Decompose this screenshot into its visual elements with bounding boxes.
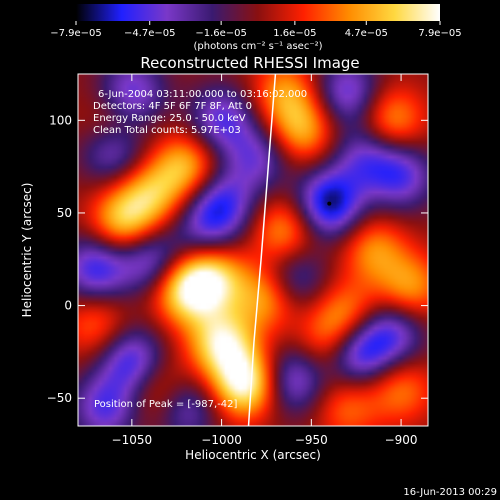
x-tick-label: −950: [295, 433, 328, 447]
colorbar-tick-label: −7.9e−05: [50, 28, 102, 39]
y-axis-label: Heliocentric Y (arcsec): [20, 183, 34, 318]
solar-limb-line: [247, 74, 277, 426]
peak-position-label: Position of Peak = [-987,-42]: [94, 399, 238, 410]
plot-frame: [77, 73, 429, 427]
x-axis-label: Heliocentric X (arcsec): [185, 448, 321, 462]
y-tick-label: −50: [47, 391, 72, 405]
colorbar-tick-label: 1.6e−05: [273, 28, 316, 39]
peak-marker: [327, 201, 332, 206]
info-line-detectors: Detectors: 4F 5F 6F 7F 8F, Att 0: [93, 101, 252, 112]
y-tick-label: 50: [57, 206, 72, 220]
colorbar-tick-label: 7.9e−05: [418, 28, 461, 39]
y-tick-label: 100: [49, 113, 72, 127]
info-line-time-range: 6-Jun-2004 03:11:00.000 to 03:16:02.000: [98, 89, 307, 100]
x-tick-label: −900: [385, 433, 418, 447]
colorbar-tick-label: −1.6e−05: [195, 28, 247, 39]
colorbar-tick-label: 4.7e−05: [345, 28, 388, 39]
x-tick-label: −1050: [112, 433, 153, 447]
colorbar-unit-label: (photons cm⁻² s⁻¹ asec⁻²): [193, 41, 322, 52]
colorbar: [76, 4, 440, 21]
y-tick-label: 0: [64, 299, 72, 313]
colorbar-tick-label: −4.7e−05: [124, 28, 176, 39]
chart-title: Reconstructed RHESSI Image: [140, 54, 359, 72]
info-line-energy-range: Energy Range: 25.0 - 50.0 keV: [93, 113, 246, 124]
info-line-counts: Clean Total counts: 5.97E+03: [93, 125, 241, 136]
x-tick-label: −1000: [201, 433, 242, 447]
footer-timestamp: 16-Jun-2013 00:29: [403, 487, 497, 498]
